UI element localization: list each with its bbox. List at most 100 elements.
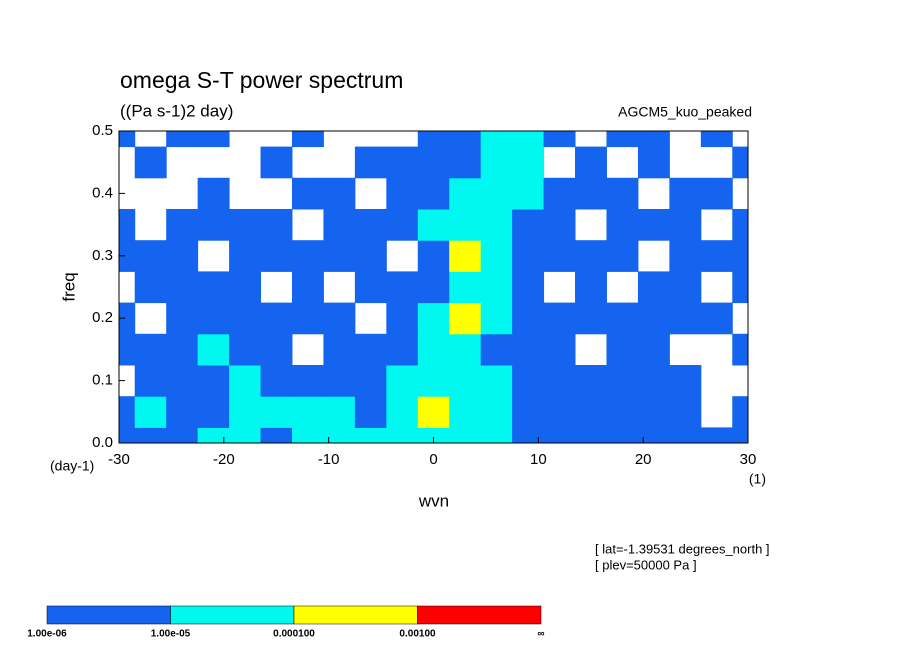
x-tick-label: 10	[530, 451, 547, 468]
contour-cell	[197, 396, 230, 428]
contour-cell	[386, 177, 419, 210]
contour-cell	[260, 240, 293, 272]
contour-cell	[732, 271, 748, 304]
contour-cell	[543, 333, 576, 366]
contour-cell	[119, 240, 136, 272]
contour-cell	[575, 177, 607, 210]
contour-cell	[417, 146, 450, 179]
contour-cell	[480, 333, 513, 366]
contour-cell	[700, 427, 733, 443]
contour-cell	[637, 365, 670, 397]
x-tick-label: -30	[108, 451, 130, 468]
contour-cell	[543, 396, 576, 428]
contour-cell	[197, 302, 230, 335]
contour-cell	[197, 177, 230, 210]
colorbar-label: 0.00100	[399, 629, 436, 640]
contour-cell	[543, 177, 576, 210]
contour-cell	[166, 333, 199, 366]
contour-cell	[480, 302, 513, 335]
contour-cell	[291, 427, 324, 443]
y-tick-label: 0.3	[92, 247, 113, 264]
contour-cell	[543, 240, 576, 272]
contour-cell	[480, 146, 513, 179]
x-tick-label: -10	[318, 451, 340, 468]
contour-cell	[260, 427, 293, 443]
contour-cell	[512, 146, 545, 179]
contour-cell	[229, 333, 262, 366]
contour-cell	[449, 146, 482, 179]
contour-cell	[323, 302, 356, 335]
contour-cell	[732, 146, 748, 179]
contour-cell	[449, 333, 482, 366]
contour-cell	[606, 209, 639, 241]
contour-cell	[229, 240, 262, 272]
contour-cell	[669, 365, 702, 397]
contour-cell	[386, 209, 419, 241]
contour-cell	[323, 209, 356, 241]
y-unit: (day-1)	[50, 458, 94, 474]
contour-cell	[166, 365, 199, 397]
contour-cell	[449, 240, 482, 272]
contour-cell	[229, 209, 262, 241]
note: [ lat=-1.39531 degrees_north ]	[595, 541, 770, 556]
contour-cell	[119, 427, 136, 443]
contour-cell	[732, 240, 748, 272]
contour-cell	[260, 333, 293, 366]
contour-cell	[166, 209, 199, 241]
x-tick-label: 20	[635, 451, 652, 468]
contour-cell	[291, 365, 324, 397]
contour-cell	[480, 365, 513, 397]
contour-cell	[606, 396, 639, 428]
contour-cell	[197, 271, 230, 304]
contour-cell	[354, 271, 387, 304]
contour-cell	[637, 209, 670, 241]
contour-cell	[700, 302, 733, 335]
contour-cell	[637, 271, 670, 304]
contour-cell	[166, 427, 199, 443]
contour-cell	[197, 427, 230, 443]
contour-cell	[260, 209, 293, 241]
contour-cell	[166, 240, 199, 272]
contour-cell	[637, 131, 670, 148]
contour-cell	[134, 396, 167, 428]
contour-field	[119, 131, 748, 443]
chart-title: omega S-T power spectrum	[120, 67, 403, 93]
contour-cell	[134, 365, 167, 397]
colorbar-label: ∞	[537, 629, 544, 640]
contour-cell	[606, 333, 639, 366]
colorbar-box	[417, 605, 542, 625]
contour-cell	[606, 177, 639, 210]
contour-cell	[512, 427, 545, 443]
contour-cell	[386, 302, 419, 335]
contour-cell	[700, 131, 733, 148]
contour-cell	[732, 427, 748, 443]
contour-cell	[732, 396, 748, 428]
contour-cell	[119, 302, 136, 335]
contour-cell	[291, 240, 324, 272]
contour-cell	[606, 240, 639, 272]
contour-cell	[197, 333, 230, 366]
contour-cell	[575, 146, 607, 179]
contour-cell	[229, 271, 262, 304]
contour-cell	[449, 209, 482, 241]
contour-cell	[449, 271, 482, 304]
contour-cell	[354, 240, 387, 272]
contour-cell	[134, 271, 167, 304]
contour-cell	[417, 271, 450, 304]
contour-cell	[134, 427, 167, 443]
contour-cell	[354, 146, 387, 179]
x-unit: (1)	[749, 471, 766, 487]
contour-cell	[480, 209, 513, 241]
contour-cell	[260, 302, 293, 335]
contour-cell	[512, 302, 545, 335]
contour-cell	[700, 240, 733, 272]
contour-cell	[575, 271, 607, 304]
contour-cell	[543, 302, 576, 335]
contour-cell	[354, 396, 387, 428]
contour-cell	[260, 365, 293, 397]
contour-cell	[291, 177, 324, 210]
contour-cell	[417, 209, 450, 241]
contour-cell	[575, 365, 607, 397]
contour-cell	[480, 271, 513, 304]
colorbar-label: 0.000100	[273, 629, 315, 640]
